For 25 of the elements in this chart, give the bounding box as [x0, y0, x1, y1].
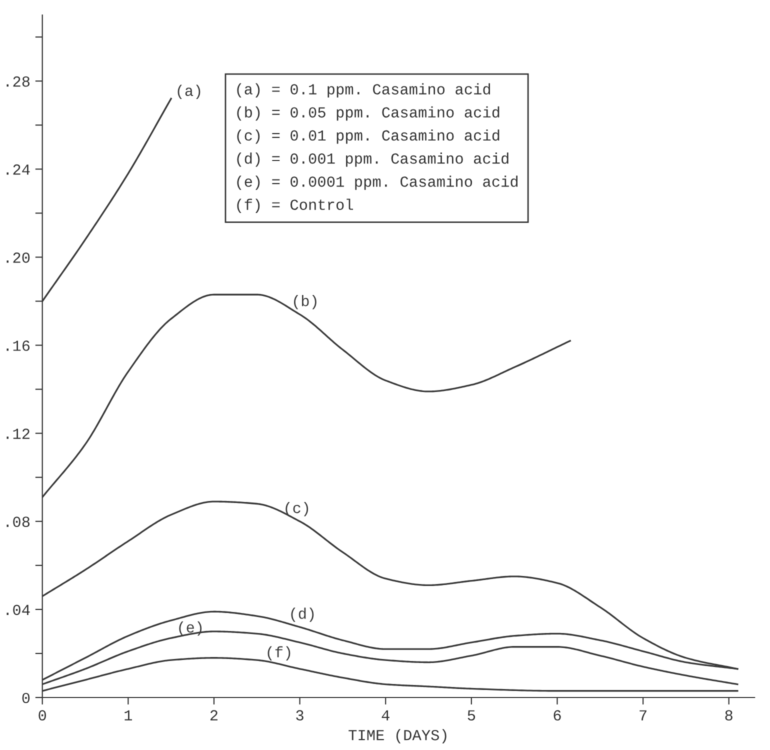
series-label: (f): [268, 646, 290, 660]
y-tick-label: .04: [6, 604, 30, 616]
x-axis-title: TIME (DAYS): [348, 729, 446, 744]
y-tick-label: .16: [6, 340, 30, 351]
series-label: (a): [178, 84, 200, 100]
y-tick-label: .28: [6, 76, 30, 87]
series-label: (b): [294, 295, 316, 310]
x-tick-label: 0: [38, 710, 46, 721]
x-tick-label: 2: [210, 710, 218, 720]
x-tick-label: 3: [296, 710, 304, 721]
x-tick-label: 7: [640, 710, 646, 720]
annotation: (a) = 0.1 ppm. Casamino acid (b) = 0.05 ppm. Casamino acid (c) = 0.01 ppm. Casamino acid (d) = 0.001 ppm. Casamino acid (e) = 0.0001 ppm. Casamino acid (f) = Control: [237, 83, 518, 213]
x-tick-label: 4: [382, 710, 390, 720]
x-tick-label: 8: [725, 710, 732, 721]
y-tick-label: .20: [6, 252, 30, 263]
x-tick-label: 1: [124, 710, 132, 720]
y-tick-label: .12: [6, 428, 30, 439]
series-label: (d): [291, 608, 314, 622]
series-label: (c): [286, 502, 308, 516]
x-tick-label: 6: [554, 710, 561, 721]
y-tick-label: .08: [6, 516, 30, 528]
y-tick-label: .24: [6, 164, 30, 175]
series-label: (e): [179, 621, 202, 636]
y-tick-label: 0: [22, 692, 30, 704]
x-tick-label: 5: [468, 710, 476, 721]
